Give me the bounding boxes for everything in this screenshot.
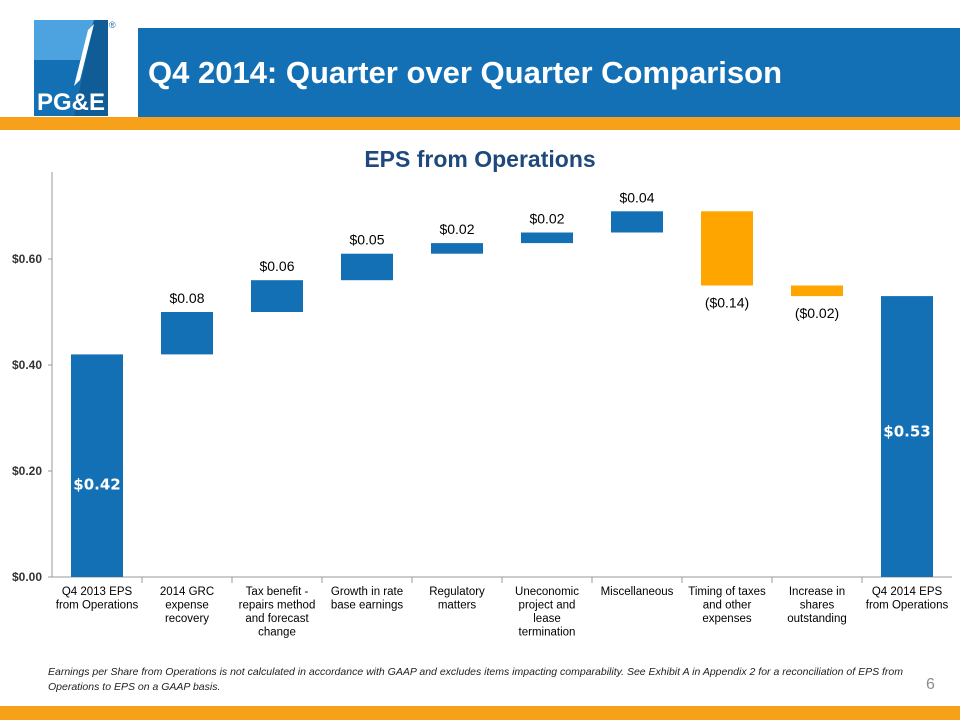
y-tick-label: $0.40 [12, 358, 42, 372]
waterfall-bar [341, 253, 393, 281]
logo-registered-mark: ® [109, 20, 116, 30]
waterfall-bar [791, 285, 843, 297]
category-label: Q4 2013 EPS from Operations [56, 586, 139, 612]
waterfall-bar [521, 232, 573, 244]
waterfall-bar [71, 354, 123, 577]
category-label: Q4 2014 EPS from Operations [866, 586, 949, 612]
y-tick-label: $0.60 [12, 252, 42, 266]
page-number: 6 [926, 676, 935, 693]
data-label: $0.02 [439, 221, 474, 237]
category-label: 2014 GRC expense recovery [160, 586, 214, 625]
waterfall-bar [251, 280, 303, 312]
y-tick-label: $0.20 [12, 464, 42, 478]
footnote: Earnings per Share from Operations is no… [48, 666, 904, 693]
logo-text: PG&E [37, 89, 105, 116]
waterfall-bar [611, 211, 663, 233]
data-label: $0.05 [349, 232, 384, 248]
pge-logo-icon: PG&E [34, 20, 108, 116]
data-label: ($0.14) [705, 295, 749, 311]
data-label: ($0.02) [795, 305, 839, 321]
data-label: $0.06 [259, 258, 294, 274]
data-label: $0.04 [619, 189, 654, 205]
category-label: Timing of taxes and other expenses [688, 586, 766, 625]
waterfall-bar [701, 211, 753, 286]
category-label: Uneconomic project and lease termination [515, 586, 579, 639]
data-label: $0.42 [73, 476, 120, 494]
data-label: $0.02 [529, 211, 564, 227]
header-accent-band [0, 117, 960, 130]
y-tick-label: $0.00 [12, 570, 42, 584]
category-label: Growth in rate base earnings [331, 586, 403, 612]
title-band [138, 28, 960, 117]
slide-title: Q4 2014: Quarter over Quarter Comparison [148, 55, 783, 90]
data-label: $0.53 [883, 423, 930, 441]
chart-title: EPS from Operations [364, 146, 596, 172]
category-label: Miscellaneous [601, 586, 674, 598]
category-label: Increase in shares outstanding [787, 586, 846, 625]
footer-accent-band [0, 706, 960, 720]
waterfall-bar [431, 243, 483, 254]
category-label: Tax benefit -repairs method and forecast c… [239, 586, 316, 639]
category-label: Regulatory matters [429, 586, 485, 612]
waterfall-bar [881, 296, 933, 577]
waterfall-bar [161, 312, 213, 355]
data-label: $0.08 [169, 290, 204, 306]
